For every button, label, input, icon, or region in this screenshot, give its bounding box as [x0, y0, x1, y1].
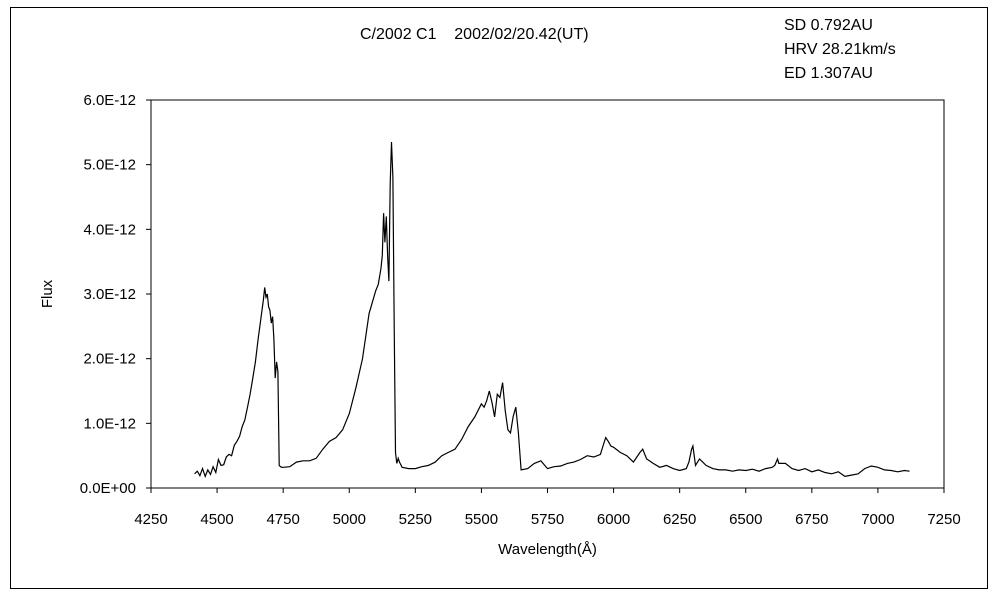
series-group [194, 141, 910, 479]
x-tick-label: 6250 [663, 511, 696, 528]
y-tick-label: 5.0E-12 [83, 157, 136, 174]
x-tick-label: 6000 [597, 511, 630, 528]
y-axis-label: Flux [39, 279, 56, 308]
x-axis-label: Wavelength(Å) [498, 541, 597, 558]
earth-distance-label: ED 1.307AU [784, 65, 873, 82]
y-tick-label: 4.0E-12 [83, 221, 136, 238]
chart-frame [10, 7, 988, 589]
x-tick-label: 4750 [266, 511, 299, 528]
x-tick-label: 5000 [333, 511, 366, 528]
axes [150, 99, 945, 489]
x-tick-label: 4500 [200, 511, 233, 528]
y-tick-label: 6.0E-12 [83, 92, 136, 109]
chart-title: C/2002 C1 2002/02/20.42(UT) [360, 26, 589, 43]
x-tick-label: 6500 [729, 511, 762, 528]
x-tick-label: 5500 [465, 511, 498, 528]
x-tick-label: 7000 [861, 511, 894, 528]
y-tick-label: 3.0E-12 [83, 286, 136, 303]
heliocentric-velocity-label: HRV 28.21km/s [784, 41, 896, 58]
y-tick-label: 2.0E-12 [83, 351, 136, 368]
x-tick-label: 4250 [134, 511, 167, 528]
plot-area-border [150, 99, 945, 489]
x-tick-label: 6750 [795, 511, 828, 528]
tick-marks [146, 99, 945, 493]
x-tick-label: 5250 [399, 511, 432, 528]
x-tick-label: 5750 [531, 511, 564, 528]
series-line-spectrum [194, 141, 910, 479]
y-tick-label: 1.0E-12 [83, 415, 136, 432]
y-tick-label: 0.0E+00 [80, 480, 136, 497]
sun-distance-label: SD 0.792AU [784, 17, 873, 34]
x-tick-label: 7250 [927, 511, 960, 528]
info-box: SD 0.792AU HRV 28.21km/s ED 1.307AU [784, 14, 896, 86]
